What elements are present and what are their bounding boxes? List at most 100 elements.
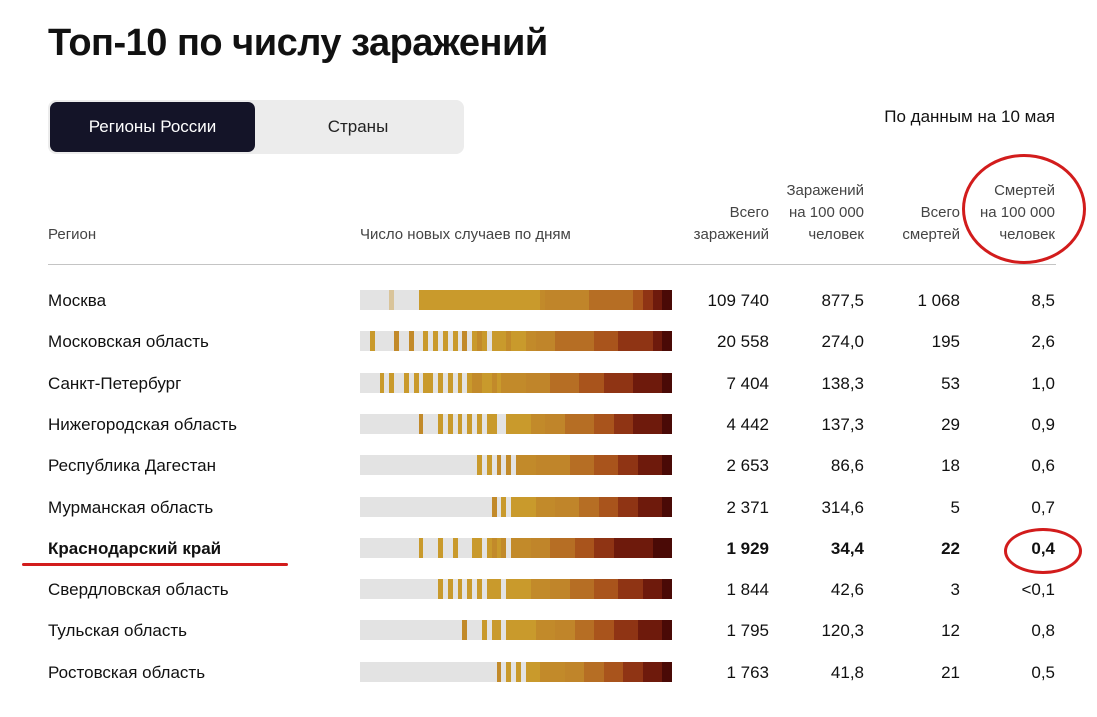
heatmap-day-cell xyxy=(511,455,516,476)
total-cases-value: 1 763 xyxy=(726,662,769,682)
table-row[interactable]: Нижегородская область 4 442 137,3 29 0,9 xyxy=(0,411,1097,441)
heatmap-day-cell xyxy=(423,455,429,476)
heatmap-day-cell xyxy=(535,331,541,352)
heatmap-day-cell xyxy=(623,537,629,558)
heatmap-day-cell xyxy=(384,290,390,310)
heatmap-day-cell xyxy=(545,413,551,434)
header-total-deaths-line2: смертей xyxy=(902,226,960,243)
heatmap-day-cell xyxy=(501,455,507,476)
heatmap-day-cell xyxy=(662,331,668,352)
table-row[interactable]: Республика Дагестан 2 653 86,6 18 0,6 xyxy=(0,452,1097,482)
heatmap-day-cell xyxy=(598,537,604,558)
heatmap-day-cell xyxy=(447,372,453,393)
table-row[interactable]: Мурманская область 2 371 314,6 5 0,7 xyxy=(0,494,1097,524)
heatmap-day-cell xyxy=(389,331,395,352)
heatmap-day-cell xyxy=(516,661,521,682)
heatmap-day-cell xyxy=(569,290,575,310)
table-row[interactable]: Московская область 20 558 274,0 195 2,6 xyxy=(0,328,1097,358)
table-row[interactable]: Санкт-Петербург 7 404 138,3 53 1,0 xyxy=(0,370,1097,400)
heatmap-day-cell xyxy=(633,331,638,352)
heatmap-day-cell xyxy=(642,331,648,352)
table-row[interactable]: Краснодарский край 1 929 34,4 22 0,4 xyxy=(0,535,1097,565)
heatmap-day-cell xyxy=(628,331,633,352)
heatmap-day-cell xyxy=(535,661,541,682)
heatmap-day-cell xyxy=(481,455,487,476)
heatmap-day-cell xyxy=(550,413,555,434)
heatmap-day-cell xyxy=(506,290,512,310)
heatmap-day-cell xyxy=(535,496,541,517)
heatmap-day-cell xyxy=(579,455,585,476)
heatmap-day-cell xyxy=(657,496,663,517)
heatmap-day-cell xyxy=(389,496,395,517)
heatmap-day-cell xyxy=(603,537,609,558)
heatmap-day-cell xyxy=(433,579,438,600)
heatmap-day-cell xyxy=(555,413,560,434)
header-total-cases-line2: заражений xyxy=(693,226,769,243)
heatmap-day-cell xyxy=(603,331,609,352)
table-row[interactable]: Москва 109 740 877,5 1 068 8,5 xyxy=(0,287,1097,317)
heatmap-day-cell xyxy=(379,331,385,352)
heatmap-day-cell xyxy=(511,496,516,517)
table-row[interactable]: Свердловская область 1 844 42,6 3 <0,1 xyxy=(0,576,1097,606)
heatmap-day-cell xyxy=(540,579,546,600)
deaths-per-100k-value: <0,1 xyxy=(1021,580,1055,600)
heatmap-day-cell xyxy=(559,579,565,600)
heatmap-day-cell xyxy=(413,661,419,682)
heatmap-day-cell xyxy=(418,290,424,310)
heatmap-day-cell xyxy=(579,620,585,641)
daily-cases-heatmap xyxy=(360,290,672,310)
total-cases-value: 2 653 xyxy=(726,456,769,476)
heatmap-day-cell xyxy=(403,661,409,682)
table-row[interactable]: Тульская область 1 795 120,3 12 0,8 xyxy=(0,617,1097,647)
heatmap-day-cell xyxy=(667,455,672,476)
cases-per-100k-value: 274,0 xyxy=(821,332,864,352)
heatmap-day-cell xyxy=(608,455,614,476)
total-deaths-value: 195 xyxy=(931,332,960,352)
heatmap-day-cell xyxy=(433,331,438,352)
deaths-per-100k-value: 0,9 xyxy=(1031,414,1055,434)
heatmap-day-cell xyxy=(637,331,643,352)
heatmap-day-cell xyxy=(491,661,497,682)
heatmap-day-cell xyxy=(628,290,633,310)
table-row[interactable]: Ростовская область 1 763 41,8 21 0,5 xyxy=(0,659,1097,689)
heatmap-day-cell xyxy=(589,579,594,600)
heatmap-day-cell xyxy=(545,290,551,310)
heatmap-day-cell xyxy=(564,290,570,310)
heatmap-day-cell xyxy=(423,290,429,310)
cases-per-100k-value: 86,6 xyxy=(830,456,864,476)
heatmap-day-cell xyxy=(491,620,497,641)
daily-cases-heatmap xyxy=(360,331,672,352)
tab-russian-regions[interactable]: Регионы России xyxy=(50,102,255,152)
heatmap-day-cell xyxy=(637,413,643,434)
heatmap-day-cell xyxy=(662,496,668,517)
heatmap-day-cell xyxy=(369,537,375,558)
heatmap-day-cell xyxy=(652,496,658,517)
heatmap-day-cell xyxy=(667,620,672,641)
heatmap-day-cell xyxy=(399,537,404,558)
heatmap-day-cell xyxy=(559,455,565,476)
heatmap-day-cell xyxy=(364,537,370,558)
heatmap-day-cell xyxy=(550,537,555,558)
heatmap-day-cell xyxy=(384,496,390,517)
heatmap-day-cell xyxy=(438,413,443,434)
heatmap-day-cell xyxy=(545,331,551,352)
tab-countries[interactable]: Страны xyxy=(327,117,389,136)
heatmap-day-cell xyxy=(389,455,395,476)
heatmap-day-cell xyxy=(647,455,653,476)
heatmap-day-cell xyxy=(428,413,434,434)
heatmap-day-cell xyxy=(662,537,668,558)
heatmap-day-cell xyxy=(525,579,531,600)
heatmap-day-cell xyxy=(667,331,672,352)
deaths-per-100k-value: 8,5 xyxy=(1031,291,1055,310)
heatmap-day-cell xyxy=(442,661,448,682)
heatmap-day-cell xyxy=(613,290,619,310)
heatmap-day-cell xyxy=(613,620,619,641)
heatmap-day-cell xyxy=(491,372,497,393)
heatmap-day-cell xyxy=(535,413,541,434)
heatmap-day-cell xyxy=(423,372,429,393)
deaths-per-100k-value: 0,7 xyxy=(1031,497,1055,517)
header-total-deaths-line1: Всего xyxy=(920,204,960,221)
heatmap-day-cell xyxy=(652,372,658,393)
daily-cases-heatmap xyxy=(360,661,672,682)
heatmap-day-cell xyxy=(447,579,453,600)
